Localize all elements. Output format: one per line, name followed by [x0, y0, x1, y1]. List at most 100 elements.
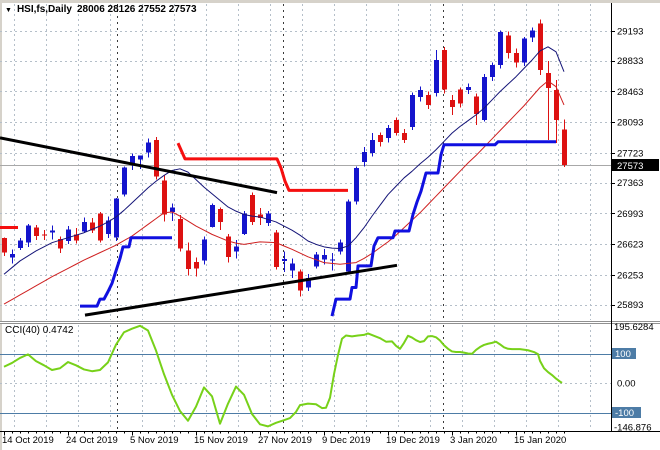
ma-slow-line: [3, 80, 565, 305]
ma-layer: [3, 46, 565, 305]
cci-lower-level-badge: [612, 407, 641, 418]
cci-upper-level-badge: [612, 348, 636, 359]
candle: [218, 207, 223, 231]
candle: [410, 92, 415, 130]
candle: [194, 257, 199, 277]
candle: [298, 269, 303, 297]
indicator-name: CCI(40): [5, 325, 41, 336]
cci-upper-level-label: 100: [615, 349, 631, 360]
candle: [290, 258, 295, 278]
step-lines-layer: [0, 140, 556, 317]
time-tick-label: 19 Dec 2019: [386, 435, 440, 446]
candle: [522, 36, 527, 66]
candle: [370, 132, 375, 157]
candle: [146, 138, 151, 158]
candle: [186, 242, 191, 276]
candle: [42, 230, 47, 241]
time-tick-label: 15 Jan 2020: [514, 435, 566, 446]
candle: [546, 61, 551, 140]
cci-lower-level-label: -100: [615, 408, 634, 419]
price-tick-label: 28093: [617, 118, 643, 129]
candle: [538, 19, 543, 76]
time-axis-labels: 14 Oct 2019 24 Oct 2019 5 Nov 2019 15 Nov 2…: [2, 431, 566, 446]
resistance-step-line: [176, 142, 348, 192]
candle: [426, 91, 431, 110]
cci-zero-label: 0.00: [617, 379, 636, 390]
candle: [530, 27, 535, 42]
candle: [362, 147, 367, 167]
candle: [554, 80, 559, 143]
candle: [474, 93, 479, 125]
candle: [450, 94, 455, 115]
candle: [442, 46, 447, 94]
candle: [386, 124, 391, 143]
cci-layer: [0, 324, 611, 428]
axes-layer: [0, 3, 660, 432]
candle: [434, 50, 439, 97]
candle: [154, 136, 159, 180]
candle: [106, 216, 111, 239]
indicator-label: CCI(40) 0.4742: [5, 325, 73, 336]
chevron-down-icon[interactable]: ▼: [5, 6, 12, 14]
candle: [562, 119, 567, 167]
candle: [306, 273, 311, 291]
candle: [82, 217, 87, 233]
candle: [258, 207, 263, 226]
price-tick-label: 29193: [617, 26, 643, 37]
candle: [210, 203, 215, 228]
symbol-period-label: HSI,fs,Daily: [16, 4, 72, 15]
candle: [202, 236, 207, 265]
price-tick-label: 26623: [617, 240, 643, 251]
cci-max-label: 195.6284: [614, 322, 654, 333]
candle: [498, 30, 503, 69]
candle: [58, 236, 63, 254]
time-tick-label: 24 Oct 2019: [66, 435, 118, 446]
candle: [178, 214, 183, 252]
cci-axis-labels: 195.6284 100 0.00 -100 -146.876: [612, 322, 654, 433]
cci-min-label: -146.876: [614, 422, 652, 433]
candle: [402, 128, 407, 144]
time-tick-label: 14 Oct 2019: [2, 435, 54, 446]
candle: [90, 217, 95, 233]
chart-title: ▼ HSI,fs,Daily 28006 28126 27552 27573: [5, 4, 197, 15]
candles-layer: [2, 19, 567, 297]
candle: [250, 192, 255, 226]
price-tick-label: 28463: [617, 87, 643, 98]
support-step-line: [330, 140, 556, 317]
price-tick-label: 26993: [617, 209, 643, 220]
candle: [122, 166, 127, 197]
candle: [34, 224, 39, 241]
candle: [282, 251, 287, 273]
candle: [458, 87, 463, 108]
candle: [330, 252, 335, 271]
candle: [514, 48, 519, 68]
price-axis-labels: 29193 28833 28463 28093 27723 27363 26993 26623…: [611, 26, 659, 311]
cci-line: [3, 324, 563, 428]
candle: [226, 234, 231, 263]
time-tick-label: 5 Nov 2019: [130, 435, 179, 446]
price-tick-label: 26253: [617, 270, 643, 281]
candle: [266, 210, 271, 226]
candle: [490, 62, 495, 81]
support-step-line: [80, 236, 172, 308]
candle: [506, 31, 511, 59]
current-price-label: 27573: [617, 161, 643, 172]
candle: [50, 225, 55, 240]
time-tick-label: 9 Dec 2019: [322, 435, 371, 446]
current-price-badge: [612, 159, 659, 172]
candle: [10, 249, 15, 264]
candle: [162, 175, 167, 222]
price-tick-label: 28833: [617, 56, 643, 67]
candle: [66, 226, 71, 245]
candle: [354, 166, 359, 205]
grid-layer: [0, 4, 611, 430]
indicator-value: 0.4742: [42, 325, 74, 336]
ohlc-values: 28006 28126 27552 27573: [76, 4, 197, 15]
trendlines-layer: [0, 136, 398, 317]
candle: [346, 199, 351, 275]
candle: [482, 74, 487, 122]
candle: [18, 238, 23, 251]
candle: [394, 117, 399, 136]
